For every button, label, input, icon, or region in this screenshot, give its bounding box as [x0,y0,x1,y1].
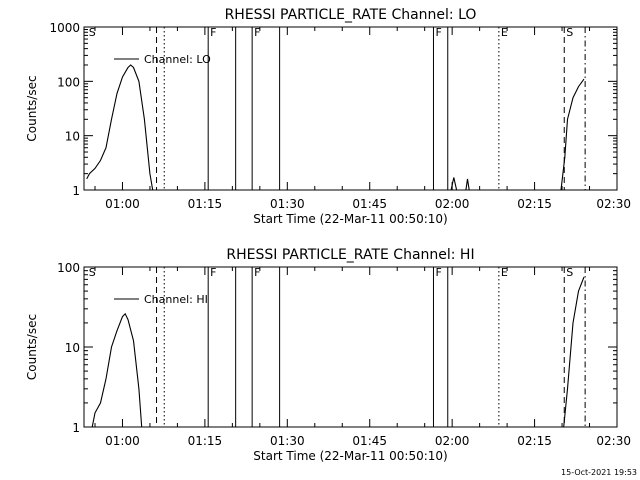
panel2-event-marker-label: F [254,266,260,279]
panel2-y-tick-label: 10 [65,341,80,355]
panel2-x-tick-label: 02:30 [596,434,631,448]
panel2-event-marker-label: E [501,266,508,279]
panel2-event-marker-label: F [435,266,441,279]
panel1-event-marker-label: F [435,26,441,39]
panel1-x-axis-label: Start Time (22-Mar-11 00:50:10) [253,212,447,226]
panel2-x-tick-label: 01:00 [105,434,140,448]
panel2-legend-entry: Channel: HI [144,293,208,306]
panel1-y-tick-label: 1000 [49,21,80,35]
panel1-x-tick-label: 01:45 [352,197,387,211]
panel2-x-tick-label: 02:15 [517,434,552,448]
panel2-x-tick-label: 01:15 [188,434,223,448]
panel1-series-line [560,78,585,191]
panel2-y-tick-label: 1 [72,421,80,435]
panel2-x-tick-label: 01:45 [352,434,387,448]
panel2-y-axis-label: Counts/sec [25,314,39,380]
panel1-plot-frame [83,26,618,191]
panel1-series-line [450,177,458,191]
panel1-event-marker-label: F [210,26,216,39]
panel2-series-line [91,312,143,428]
panel2-y-tick-label: 100 [57,261,80,275]
panel1-title: RHESSI PARTICLE_RATE Channel: LO [225,7,477,23]
panel1-legend-entry: Channel: LO [144,53,211,66]
panel2-x-tick-label: 02:00 [435,434,470,448]
panel2-event-marker-label: S [566,266,573,279]
panel1-event-marker-label: S [566,26,573,39]
panel1-event-marker-label: S [89,26,96,39]
panel2-event-marker-label: F [210,266,216,279]
panel2-title: RHESSI PARTICLE_RATE Channel: HI [226,247,474,263]
panel1-event-marker-label: F [254,26,260,39]
panel1-y-tick-label: 100 [57,75,80,89]
panel1-y-tick-label: 1 [72,184,80,198]
panel1-x-tick-label: 02:00 [435,197,470,211]
footer-timestamp: 15-Oct-2021 19:53 [561,468,637,477]
panel1-series-line [86,64,154,191]
panel1-y-tick-label: 10 [65,130,80,144]
panel2-x-axis-label: Start Time (22-Mar-11 00:50:10) [253,449,447,463]
panel2-series-line [563,276,585,428]
panel1-x-tick-label: 01:15 [188,197,223,211]
panel2-x-tick-label: 01:30 [270,434,305,448]
panel1-series-line [465,178,470,191]
panel1-y-axis-label: Counts/sec [25,75,39,141]
panel1-x-tick-label: 02:15 [517,197,552,211]
panel2-event-marker-label: S [89,266,96,279]
panel1-x-tick-label: 01:00 [105,197,140,211]
panel1-x-tick-label: 02:30 [596,197,631,211]
panel1-x-tick-label: 01:30 [270,197,305,211]
panel1-event-marker-label: E [501,26,508,39]
